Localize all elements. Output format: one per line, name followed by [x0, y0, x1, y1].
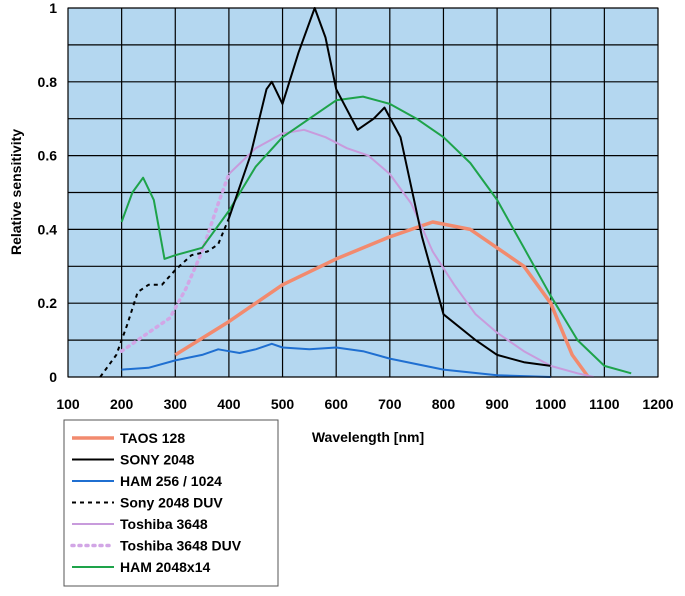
plot-frame — [67, 7, 659, 378]
x-tick-label: 700 — [378, 396, 402, 412]
legend-label: Sony 2048 DUV — [120, 495, 223, 511]
y-tick-labels: 0 0.2 0.4 0.6 0.8 1 — [38, 0, 58, 385]
series-line — [174, 220, 590, 379]
y-tick-label: 1 — [49, 0, 57, 16]
y-tick-label: 0.8 — [38, 74, 58, 90]
x-tick-label: 100 — [56, 396, 80, 412]
y-tick-label: 0 — [49, 369, 57, 385]
x-tick-label: 800 — [432, 396, 456, 412]
series-line — [121, 342, 551, 378]
y-tick-label: 0.6 — [38, 148, 58, 164]
legend: TAOS 128 SONY 2048 HAM 256 / 1024 Sony 2048… — [63, 419, 279, 587]
x-axis-title: Wavelength [nm] — [312, 429, 424, 445]
x-tick-label: 600 — [325, 396, 349, 412]
series-line — [227, 7, 551, 367]
series-line — [119, 172, 231, 353]
y-tick-label: 0.2 — [38, 295, 58, 311]
series-line — [99, 217, 230, 378]
legend-label: Toshiba 3648 DUV — [120, 538, 242, 554]
x-tick-label: 200 — [110, 396, 134, 412]
grid — [67, 7, 659, 378]
x-tick-label: 1000 — [535, 396, 566, 412]
legend-label: SONY 2048 — [120, 452, 195, 468]
y-tick-label: 0.4 — [38, 221, 58, 237]
legend-label: TAOS 128 — [120, 430, 185, 446]
y-axis-title: Relative sensitivity — [8, 129, 24, 255]
x-tick-label: 400 — [217, 396, 241, 412]
legend-label: HAM 256 / 1024 — [120, 473, 222, 489]
legend-label: Toshiba 3648 — [120, 516, 208, 532]
series-line — [228, 128, 594, 378]
series-line — [120, 95, 632, 375]
legend-label: HAM 2048x14 — [120, 559, 210, 575]
x-tick-label: 900 — [485, 396, 509, 412]
x-tick-label: 300 — [164, 396, 188, 412]
series-layer — [99, 7, 632, 379]
x-tick-label: 500 — [271, 396, 295, 412]
x-tick-labels: 100 200 300 400 500 600 700 800 900 1000 1100 1200 — [56, 396, 673, 412]
x-tick-label: 1100 — [589, 396, 620, 412]
x-tick-label: 1200 — [642, 396, 673, 412]
